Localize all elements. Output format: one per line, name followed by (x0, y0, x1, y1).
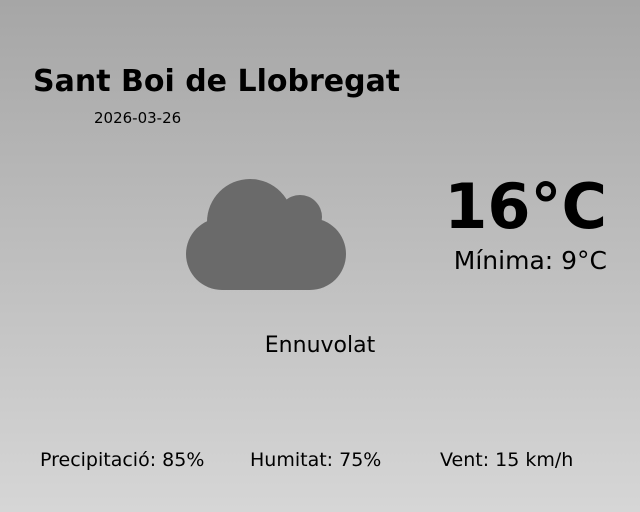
precipitation-stat: Precipitació: 85% (40, 449, 205, 471)
humidity-stat: Humitat: 75% (250, 449, 382, 471)
weather-condition: Ennuvolat (264, 333, 376, 358)
cloud-icon (186, 179, 346, 290)
minimum-temperature: Mínima: 9°C (453, 246, 607, 275)
wind-stat: Vent: 15 km/h (440, 449, 574, 471)
forecast-date: 2026-03-26 (94, 109, 182, 127)
current-temperature: 16°C (444, 170, 607, 243)
city-title: Sant Boi de Llobregat (33, 64, 401, 99)
